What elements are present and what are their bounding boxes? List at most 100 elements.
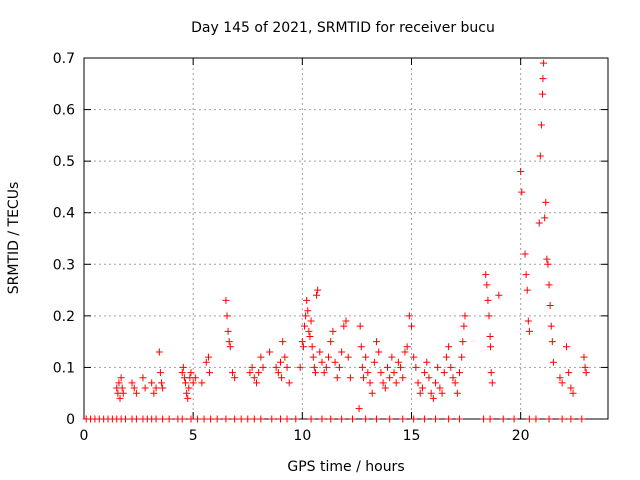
data-point: [453, 389, 461, 397]
data-point: [366, 379, 374, 387]
data-point: [525, 327, 533, 335]
data-point: [178, 369, 186, 377]
data-point: [314, 286, 322, 294]
data-point: [532, 415, 540, 423]
data-point: [298, 338, 306, 346]
data-point: [394, 358, 402, 366]
data-point: [325, 353, 333, 361]
data-point: [368, 389, 376, 397]
data-point: [418, 384, 426, 392]
data-point: [392, 379, 400, 387]
data-point: [486, 415, 494, 423]
data-point: [483, 281, 491, 289]
x-tick-label: 15: [403, 428, 421, 444]
data-point: [191, 374, 199, 382]
data-point: [524, 317, 532, 325]
data-point: [548, 338, 556, 346]
x-tick-label: 20: [512, 428, 530, 444]
data-point: [278, 374, 286, 382]
data-point: [257, 353, 265, 361]
data-point: [316, 348, 324, 356]
data-point: [305, 327, 313, 335]
data-point: [198, 379, 206, 387]
data-point: [318, 415, 326, 423]
data-point: [222, 296, 230, 304]
data-point: [485, 312, 493, 320]
data-point: [543, 255, 551, 263]
data-point: [128, 379, 136, 387]
data-point: [329, 327, 337, 335]
data-point: [547, 322, 555, 330]
data-point: [231, 374, 239, 382]
data-point: [277, 415, 284, 423]
data-point: [185, 384, 193, 392]
data-point: [213, 415, 221, 423]
data-point: [578, 415, 586, 423]
data-point: [322, 363, 330, 371]
data-point: [458, 353, 466, 361]
data-point: [285, 379, 293, 387]
data-point: [274, 369, 282, 377]
data-point: [338, 415, 346, 423]
data-point: [370, 358, 378, 366]
data-point: [373, 415, 381, 423]
x-tick-label: 10: [293, 428, 311, 444]
data-point: [544, 260, 552, 268]
data-point: [156, 369, 164, 377]
data-point: [283, 363, 291, 371]
data-point: [362, 353, 370, 361]
data-point: [206, 369, 214, 377]
data-point: [461, 312, 469, 320]
data-point: [432, 379, 440, 387]
data-point: [425, 374, 433, 382]
data-point: [445, 343, 453, 351]
data-point: [541, 214, 549, 222]
data-point: [121, 415, 129, 423]
data-point: [301, 322, 309, 330]
data-point: [355, 405, 363, 413]
data-point: [399, 415, 407, 423]
data-point: [342, 317, 350, 325]
data-point: [567, 415, 575, 423]
data-point: [141, 384, 149, 392]
data-point: [427, 389, 435, 397]
data-point: [356, 322, 364, 330]
data-point: [535, 219, 543, 227]
data-point: [307, 317, 315, 325]
data-point: [383, 363, 391, 371]
data-point: [379, 379, 387, 387]
data-point: [517, 167, 525, 175]
data-point: [268, 415, 276, 423]
data-point: [246, 369, 254, 377]
data-point: [412, 363, 420, 371]
data-point: [231, 415, 239, 423]
data-point: [429, 394, 437, 402]
plot-frame: [83, 57, 609, 420]
data-point: [331, 358, 339, 366]
data-point: [224, 327, 232, 335]
data-point: [556, 374, 564, 382]
data-point: [308, 343, 316, 351]
data-point: [152, 415, 160, 423]
data-point: [225, 338, 233, 346]
data-point: [537, 121, 545, 129]
data-point: [545, 281, 553, 289]
data-point: [358, 363, 366, 371]
data-point: [302, 312, 310, 320]
data-point: [442, 353, 450, 361]
grid: [84, 58, 608, 419]
data-point: [565, 369, 573, 377]
data-point: [248, 363, 256, 371]
data-point: [414, 379, 422, 387]
data-point: [558, 379, 566, 387]
data-point: [310, 363, 318, 371]
data-point: [447, 363, 455, 371]
data-point: [244, 415, 252, 423]
data-point: [480, 415, 488, 423]
data-point: [130, 384, 138, 392]
data-point: [487, 343, 495, 351]
data-point: [327, 338, 335, 346]
y-tick-label: 0.5: [53, 154, 75, 170]
data-point: [132, 415, 140, 423]
